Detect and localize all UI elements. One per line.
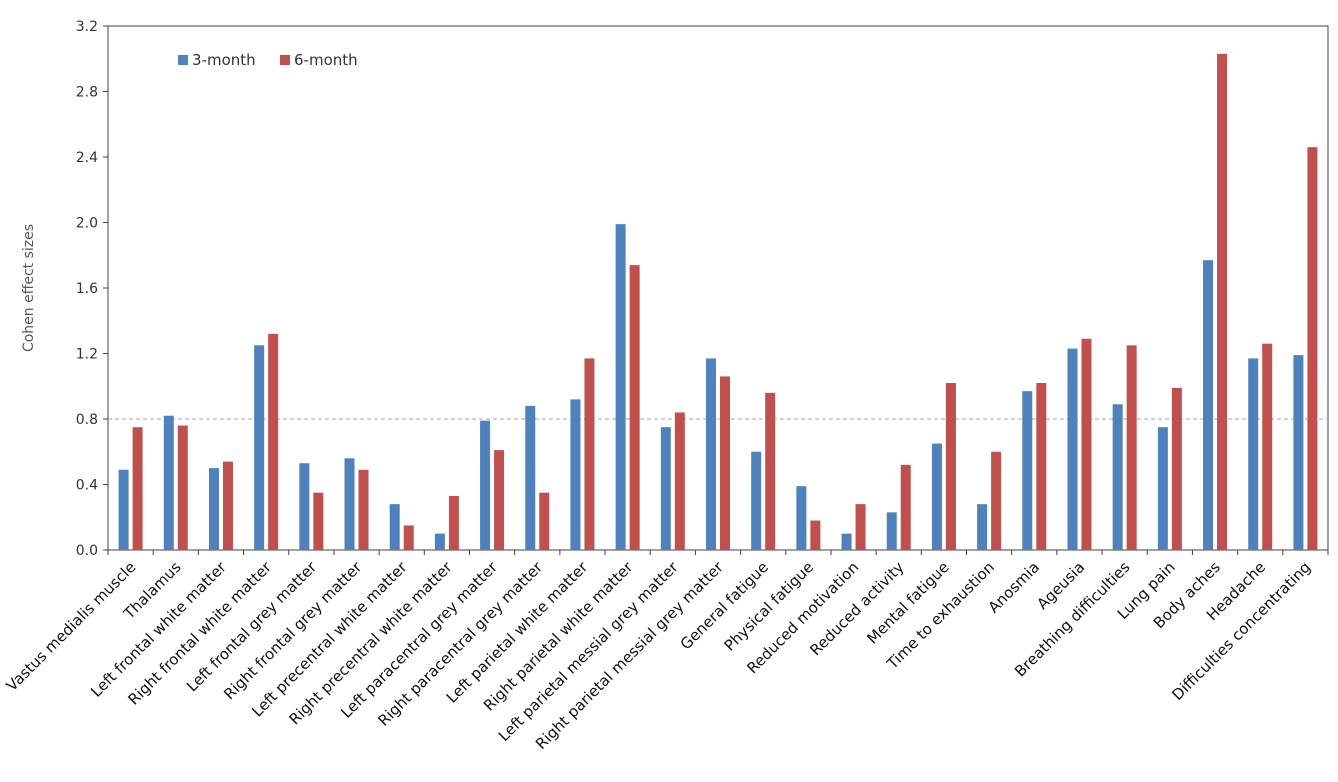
y-axis: 0.0 0.4 0.8 1.2 1.6 2.0 2.4 2.8 3.2 — [76, 19, 108, 559]
bar-6-month — [674, 412, 685, 550]
y-tick-label: 2.8 — [76, 85, 98, 101]
bar-3-month — [344, 458, 355, 550]
bar-3-month — [1293, 355, 1304, 550]
bar-3-month — [208, 468, 219, 550]
bar-3-month — [434, 533, 445, 550]
y-tick-label: 1.6 — [76, 281, 98, 297]
x-tick-label: Right paracentral grey matter — [374, 558, 546, 730]
bars — [118, 53, 1318, 551]
bar-3-month — [163, 415, 174, 550]
bar-6-month — [358, 469, 369, 550]
y-tick-label: 0.8 — [76, 412, 98, 428]
bar-3-month — [389, 504, 400, 550]
bar-3-month — [977, 504, 988, 550]
y-tick-label: 2.0 — [76, 216, 98, 232]
bar-3-month — [1248, 358, 1259, 550]
bar-6-month — [448, 495, 459, 550]
bar-3-month — [254, 345, 265, 550]
bar-3-month — [1203, 260, 1214, 550]
legend-swatch — [178, 55, 188, 65]
bar-6-month — [855, 504, 866, 550]
bar-6-month — [539, 492, 550, 550]
bar-6-month — [1307, 147, 1318, 551]
bar-3-month — [751, 451, 762, 550]
bar-3-month — [886, 512, 897, 550]
bar-6-month — [900, 464, 911, 550]
bar-6-month — [945, 382, 956, 550]
y-tick-label: 3.2 — [76, 19, 98, 35]
y-tick-label: 0.0 — [76, 543, 98, 559]
bar-6-month — [810, 520, 821, 550]
legend-label: 3-month — [192, 51, 256, 69]
legend-swatch — [280, 55, 290, 65]
bar-6-month — [991, 451, 1002, 550]
bar-6-month — [494, 450, 505, 550]
bar-3-month — [480, 420, 491, 550]
bar-6-month — [1081, 338, 1092, 550]
bar-3-month — [660, 427, 671, 550]
bar-6-month — [313, 492, 324, 550]
bar-3-month — [706, 358, 716, 550]
bar-6-month — [720, 376, 730, 550]
bar-3-month — [1067, 348, 1078, 550]
bar-6-month — [222, 461, 233, 550]
bar-3-month — [1112, 404, 1123, 550]
bar-6-month — [403, 525, 414, 550]
y-tick-label: 2.4 — [76, 150, 98, 166]
bar-3-month — [1157, 427, 1168, 550]
bar-3-month — [1022, 391, 1033, 550]
bar-6-month — [765, 392, 776, 550]
bar-6-month — [132, 427, 143, 550]
plot-border — [107, 25, 1329, 551]
legend: 3-month 6-month — [178, 51, 358, 69]
y-axis-title: Cohen effect sizes — [21, 224, 37, 352]
bar-6-month — [1126, 345, 1137, 550]
bar-3-month — [118, 469, 129, 550]
y-tick-label: 0.4 — [76, 478, 98, 494]
bar-6-month — [1171, 387, 1182, 550]
bar-6-month — [1036, 382, 1047, 550]
bar-6-month — [177, 425, 188, 550]
bar-6-month — [584, 358, 595, 550]
bar-3-month — [299, 463, 310, 550]
bar-3-month — [796, 486, 807, 550]
y-tick-label: 1.2 — [76, 347, 98, 363]
bar-3-month — [525, 405, 536, 550]
bar-3-month — [841, 533, 852, 550]
bar-6-month — [1217, 53, 1228, 551]
bar-3-month — [615, 224, 626, 550]
bar-6-month — [268, 333, 279, 550]
bar-3-month — [931, 443, 942, 550]
bar-3-month — [570, 399, 581, 550]
legend-label: 6-month — [294, 51, 358, 69]
plot-area — [107, 25, 1329, 551]
bar-6-month — [1262, 343, 1273, 550]
bar-6-month — [629, 265, 640, 550]
x-tick-label: Right precentral white matter — [285, 558, 456, 729]
